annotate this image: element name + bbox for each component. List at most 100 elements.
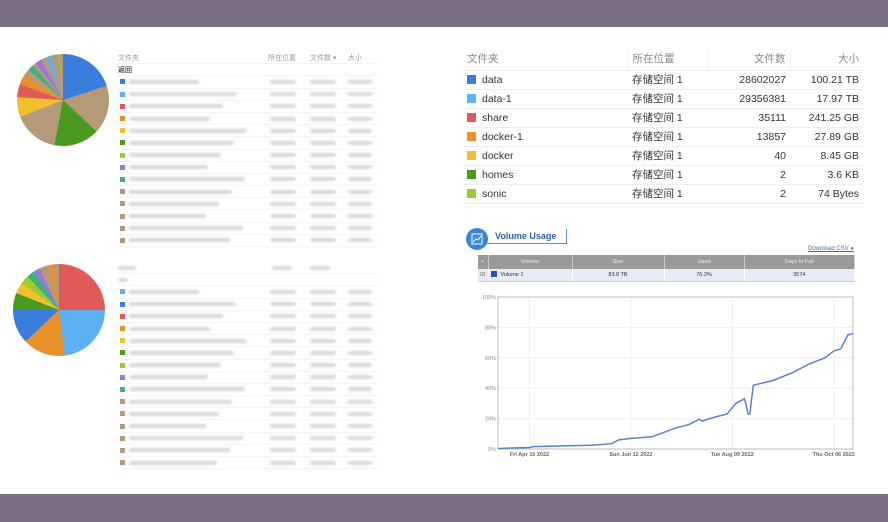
folder-color-swatch (120, 399, 125, 405)
folder-row[interactable] (118, 174, 378, 187)
folder-size: 100.21 TB (790, 70, 863, 90)
folder-color-swatch (467, 169, 476, 179)
folder-size: 27.89 GB (790, 127, 863, 147)
folder-row[interactable] (118, 384, 378, 397)
volume-grid: ▪ Volume Size Used Days to Full ☑ Volume… (478, 255, 855, 282)
folder-row[interactable] (118, 347, 378, 360)
folder-color-swatch (120, 116, 125, 122)
folder-color-swatch (120, 423, 125, 429)
folder-row[interactable] (118, 433, 378, 445)
folder-color-swatch (120, 213, 125, 219)
folder-color-swatch (120, 103, 125, 109)
folder-location: 存储空间 1 (628, 184, 708, 204)
folder-name: homes (482, 168, 514, 181)
folder-color-swatch (120, 201, 125, 207)
folder-row[interactable] (118, 162, 378, 174)
folder-color-swatch (467, 150, 476, 160)
folder-row[interactable] (118, 360, 378, 372)
col-files[interactable]: 文件数 (708, 48, 791, 71)
col-files[interactable]: 文件数 ▾ (310, 54, 337, 62)
folder-row[interactable] (118, 311, 378, 323)
col-size[interactable]: 大小 (790, 48, 863, 71)
folder-row[interactable]: share 存储空间 1 35111 241.25 GB (463, 108, 863, 128)
folder-row[interactable]: sonic 存储空间 1 2 74 Bytes (463, 184, 863, 204)
folder-row[interactable] (118, 323, 378, 336)
volume-days-to-full: 3574 (744, 269, 855, 282)
folder-color-swatch (120, 386, 125, 392)
folder-row[interactable] (118, 445, 378, 457)
volume-checkbox[interactable]: ☑ (478, 269, 489, 282)
col-used[interactable]: Used (664, 255, 745, 269)
folder-color-swatch (120, 176, 125, 182)
folder-row[interactable] (118, 186, 378, 199)
folder-color-swatch (120, 289, 125, 295)
folder-size: 8.45 GB (790, 146, 863, 166)
folder-file-count: 40 (708, 146, 790, 166)
select-all-checkbox[interactable]: ▪ (478, 255, 489, 269)
folder-row[interactable] (118, 372, 378, 384)
folder-file-count: 2 (708, 165, 790, 185)
folder-location: 存储空间 1 (628, 127, 708, 147)
col-folder[interactable]: 文件夹 (463, 48, 629, 71)
folder-color-swatch (467, 112, 476, 122)
folder-table-bottom-blurred (118, 262, 378, 470)
folder-row[interactable] (118, 125, 378, 138)
folder-color-swatch (120, 164, 125, 170)
folder-row[interactable] (118, 198, 378, 211)
col-location[interactable]: 所在位置 (268, 54, 296, 62)
folder-row[interactable]: homes 存储空间 1 2 3.6 KB (463, 165, 863, 185)
folder-color-swatch (120, 313, 125, 319)
folder-row[interactable] (118, 113, 378, 126)
folder-color-swatch (120, 152, 125, 158)
folder-size: 17.97 TB (790, 89, 863, 109)
folder-row[interactable]: docker 存储空间 1 40 8.45 GB (463, 146, 863, 166)
back-row[interactable]: 返回 (118, 64, 378, 77)
folder-file-count: 28602027 (708, 70, 790, 90)
folder-color-swatch (120, 301, 125, 307)
folder-row[interactable] (118, 235, 378, 247)
folder-row[interactable]: docker-1 存储空间 1 13857 27.89 GB (463, 127, 863, 147)
col-volume[interactable]: Volume (488, 255, 573, 269)
folder-row[interactable] (118, 223, 378, 235)
col-folder[interactable]: 文件夹 (118, 54, 139, 62)
col-size[interactable]: Size (572, 255, 665, 269)
folder-location: 存储空间 1 (628, 108, 708, 128)
folder-row[interactable] (118, 150, 378, 162)
folder-row[interactable] (118, 408, 378, 421)
folder-row[interactable] (118, 89, 378, 101)
folder-row[interactable] (118, 210, 378, 223)
folder-color-swatch (467, 93, 476, 103)
volume-usage-tab[interactable]: Volume Usage (486, 229, 567, 244)
download-csv-link[interactable]: Download CSV ● (808, 246, 854, 252)
y-tick-label: 60% (485, 356, 496, 362)
folder-row[interactable] (118, 101, 378, 113)
folder-row[interactable] (118, 457, 378, 470)
volume-row[interactable]: ☑ Volume 1 83.8 TB 76.3% 3574 (478, 269, 855, 282)
folder-row[interactable] (118, 137, 378, 150)
download-icon: ● (850, 246, 854, 252)
folder-row[interactable] (118, 286, 378, 299)
folder-row[interactable] (118, 299, 378, 311)
col-size[interactable]: 大小 (348, 54, 362, 62)
folder-name: sonic (482, 187, 507, 200)
folder-row[interactable] (118, 396, 378, 409)
col-days-to-full[interactable]: Days to Full (744, 255, 855, 269)
folder-file-count: 2 (708, 184, 790, 204)
folder-row[interactable] (118, 335, 378, 348)
usage-line (497, 332, 854, 450)
folder-row[interactable]: data 存储空间 1 28602027 100.21 TB (463, 70, 863, 90)
folder-name: data-1 (482, 92, 512, 105)
folder-color-swatch (120, 447, 125, 453)
x-tick-label: Thu Oct 06 2022 (813, 452, 855, 458)
folder-row[interactable]: data-1 存储空间 1 29356381 17.97 TB (463, 89, 863, 109)
volume-color-swatch (490, 271, 497, 278)
folder-color-swatch (467, 131, 476, 141)
folder-location: 存储空间 1 (628, 89, 708, 109)
y-tick-label: 20% (485, 417, 496, 423)
col-location[interactable]: 所在位置 (628, 48, 709, 71)
plot-border (497, 296, 854, 450)
folder-row[interactable] (118, 420, 378, 433)
folder-size: 3.6 KB (790, 165, 863, 185)
folder-row[interactable] (118, 76, 378, 89)
